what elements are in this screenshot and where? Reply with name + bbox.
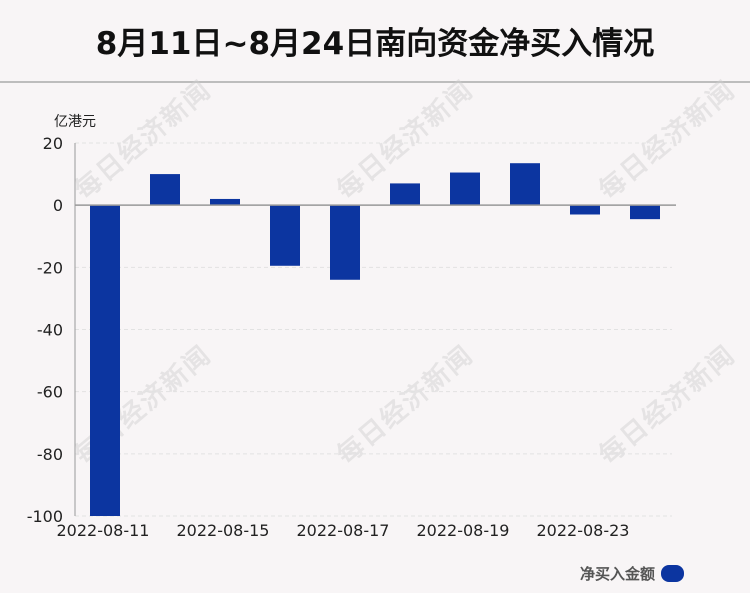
bar xyxy=(450,172,480,206)
legend-label: 净买入金额 xyxy=(579,565,655,583)
bar xyxy=(210,198,240,206)
bar xyxy=(630,205,660,220)
bar xyxy=(570,205,600,215)
title-divider xyxy=(0,81,750,83)
chart-title: 8月11日~8月24日南向资金净买入情况 xyxy=(95,26,655,62)
bar xyxy=(390,183,420,206)
x-tick-label: 2022-08-19 xyxy=(417,521,510,540)
y-tick-label: 0 xyxy=(53,196,63,215)
bar xyxy=(150,174,180,206)
bar xyxy=(270,205,300,266)
y-tick-label: -20 xyxy=(37,258,63,277)
bar xyxy=(510,163,540,206)
legend-swatch xyxy=(661,565,684,582)
y-tick-label: -80 xyxy=(37,445,63,464)
x-tick-label: 2022-08-11 xyxy=(57,521,150,540)
y-tick-label: -60 xyxy=(37,383,63,402)
y-tick-label: -100 xyxy=(27,507,63,526)
x-tick-label: 2022-08-17 xyxy=(297,521,390,540)
bar xyxy=(330,205,360,280)
x-tick-label: 2022-08-15 xyxy=(177,521,270,540)
x-tick-label: 2022-08-23 xyxy=(537,521,630,540)
legend: 净买入金额 xyxy=(580,563,684,584)
y-tick-label: 20 xyxy=(43,134,63,153)
y-tick-label: -40 xyxy=(37,321,63,340)
y-axis-unit-label: 亿港元 xyxy=(54,114,96,130)
bar xyxy=(90,205,120,516)
